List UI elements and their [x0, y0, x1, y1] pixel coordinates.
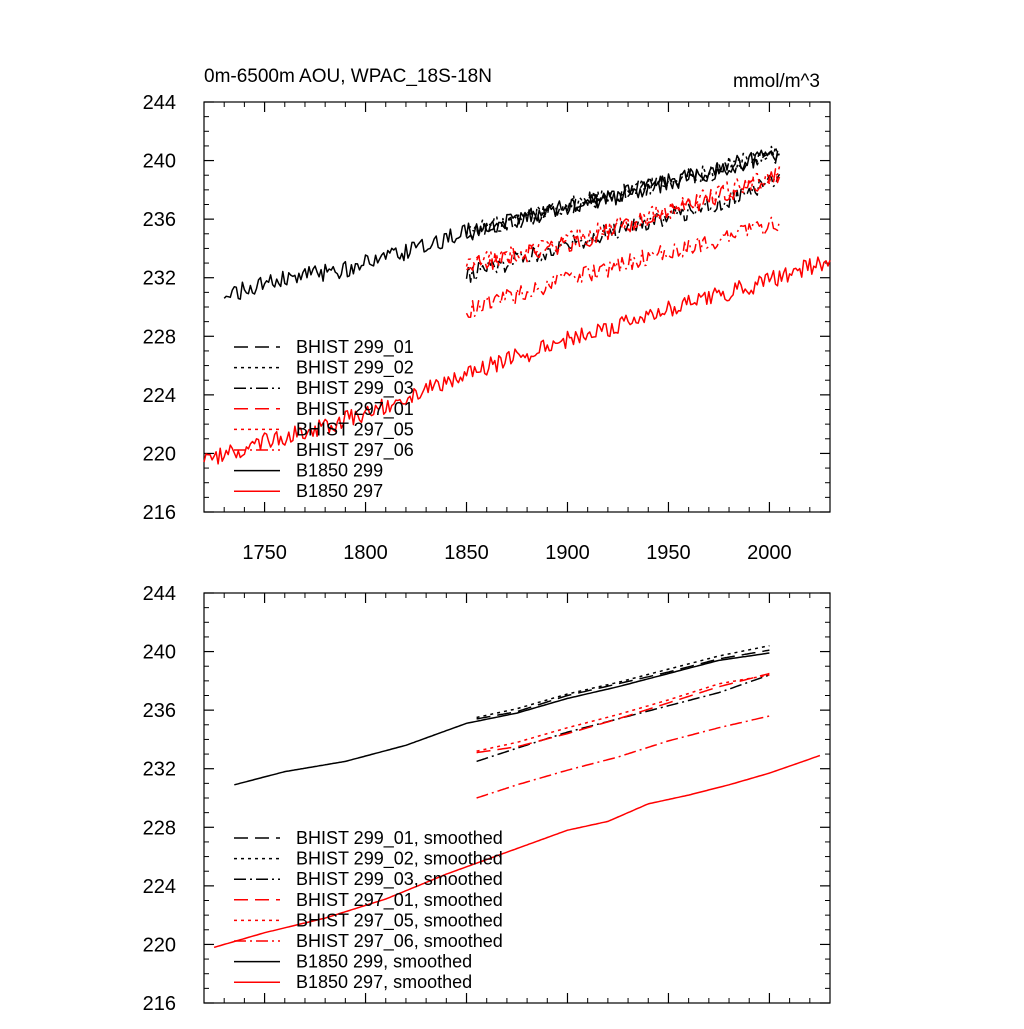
- x-tick-label: 2000: [747, 542, 792, 564]
- x-tick-label: 1950: [646, 542, 691, 564]
- y-tick-label: 228: [143, 817, 176, 839]
- panel-top: 216 220 224 228 232 236 240 244 1750 1800 1850 1900…: [143, 66, 831, 564]
- x-tick-label: 1850: [444, 542, 489, 564]
- legend-label-bhist-297-06: BHIST 297_06: [296, 440, 414, 461]
- series-line-bhist-297-01: [466, 168, 781, 272]
- y-tick-label: 236: [143, 209, 176, 231]
- y-tick-label: 216: [143, 502, 176, 524]
- y-tick-label: 224: [143, 385, 176, 407]
- panel-bottom: 216 220 224 228 232 236 240 244 BHIST 299_01, sm…: [143, 583, 831, 1015]
- x-tick-label: 1750: [242, 542, 287, 564]
- legend-label-bhist-299-03-smoothed: BHIST 299_03, smoothed: [296, 869, 503, 890]
- y-tick-label: 216: [143, 993, 176, 1015]
- legend-label-b1850-299: B1850 299: [296, 461, 383, 481]
- series-line-b1850-299: [223, 149, 780, 300]
- legend-label-bhist-299-01: BHIST 299_01: [296, 337, 414, 358]
- chart-title: 0m-6500m AOU, WPAC_18S-18N: [204, 66, 492, 87]
- legend-label-bhist-299-02-smoothed: BHIST 299_02, smoothed: [296, 849, 503, 870]
- series-line-bhist-297-05: [465, 166, 781, 267]
- y-tick-label: 236: [143, 700, 176, 722]
- y-tick-label: 224: [143, 876, 176, 898]
- legend-label-bhist-297-01: BHIST 297_01: [296, 399, 414, 420]
- y-tick-label: 232: [143, 268, 176, 290]
- y-tick-label: 228: [143, 326, 176, 348]
- legend-label-b1850-297: B1850 297: [296, 481, 383, 501]
- y-tick-label: 244: [143, 583, 176, 605]
- series-line-bhist-297-06-smoothed: [476, 715, 770, 799]
- legend-label-b1850-297-smoothed: B1850 297, smoothed: [296, 972, 472, 992]
- y-tick-label: 244: [143, 92, 176, 114]
- series-line-bhist-299-03: [465, 173, 781, 283]
- series-line-b1850-297: [203, 256, 831, 465]
- units-label: mmol/m^3: [733, 71, 820, 92]
- x-tick-label: 1800: [343, 542, 388, 564]
- series-line-b1850-297-smoothed: [213, 754, 821, 949]
- y-tick-label: 232: [143, 759, 176, 781]
- legend-label-bhist-297-05: BHIST 297_05: [296, 419, 414, 440]
- legend-label-bhist-299-03: BHIST 299_03: [296, 378, 414, 399]
- legend-label-bhist-299-02: BHIST 299_02: [296, 358, 414, 379]
- legend-label-bhist-297-05-smoothed: BHIST 297_05, smoothed: [296, 910, 503, 931]
- y-tick-label: 220: [143, 443, 176, 465]
- legend-label-bhist-297-06-smoothed: BHIST 297_06, smoothed: [296, 931, 503, 952]
- series-line-b1850-299-smoothed: [234, 652, 770, 786]
- y-tick-label: 220: [143, 934, 176, 956]
- series-line-bhist-297-01-smoothed: [476, 672, 770, 754]
- series-line-bhist-299-03-smoothed: [476, 674, 770, 763]
- series-line-bhist-299-02-smoothed: [476, 644, 770, 719]
- legend-label-bhist-297-01-smoothed: BHIST 297_01, smoothed: [296, 890, 503, 911]
- series-line-bhist-297-06: [465, 216, 781, 318]
- y-tick-label: 240: [143, 151, 176, 173]
- x-tick-label: 1900: [545, 542, 590, 564]
- legend-label-bhist-299-01-smoothed: BHIST 299_01, smoothed: [296, 828, 503, 849]
- y-tick-label: 240: [143, 642, 176, 664]
- series-line-bhist-299-01-smoothed: [476, 649, 770, 720]
- legend-label-b1850-299-smoothed: B1850 299, smoothed: [296, 952, 472, 972]
- series-line-bhist-297-05-smoothed: [476, 674, 770, 752]
